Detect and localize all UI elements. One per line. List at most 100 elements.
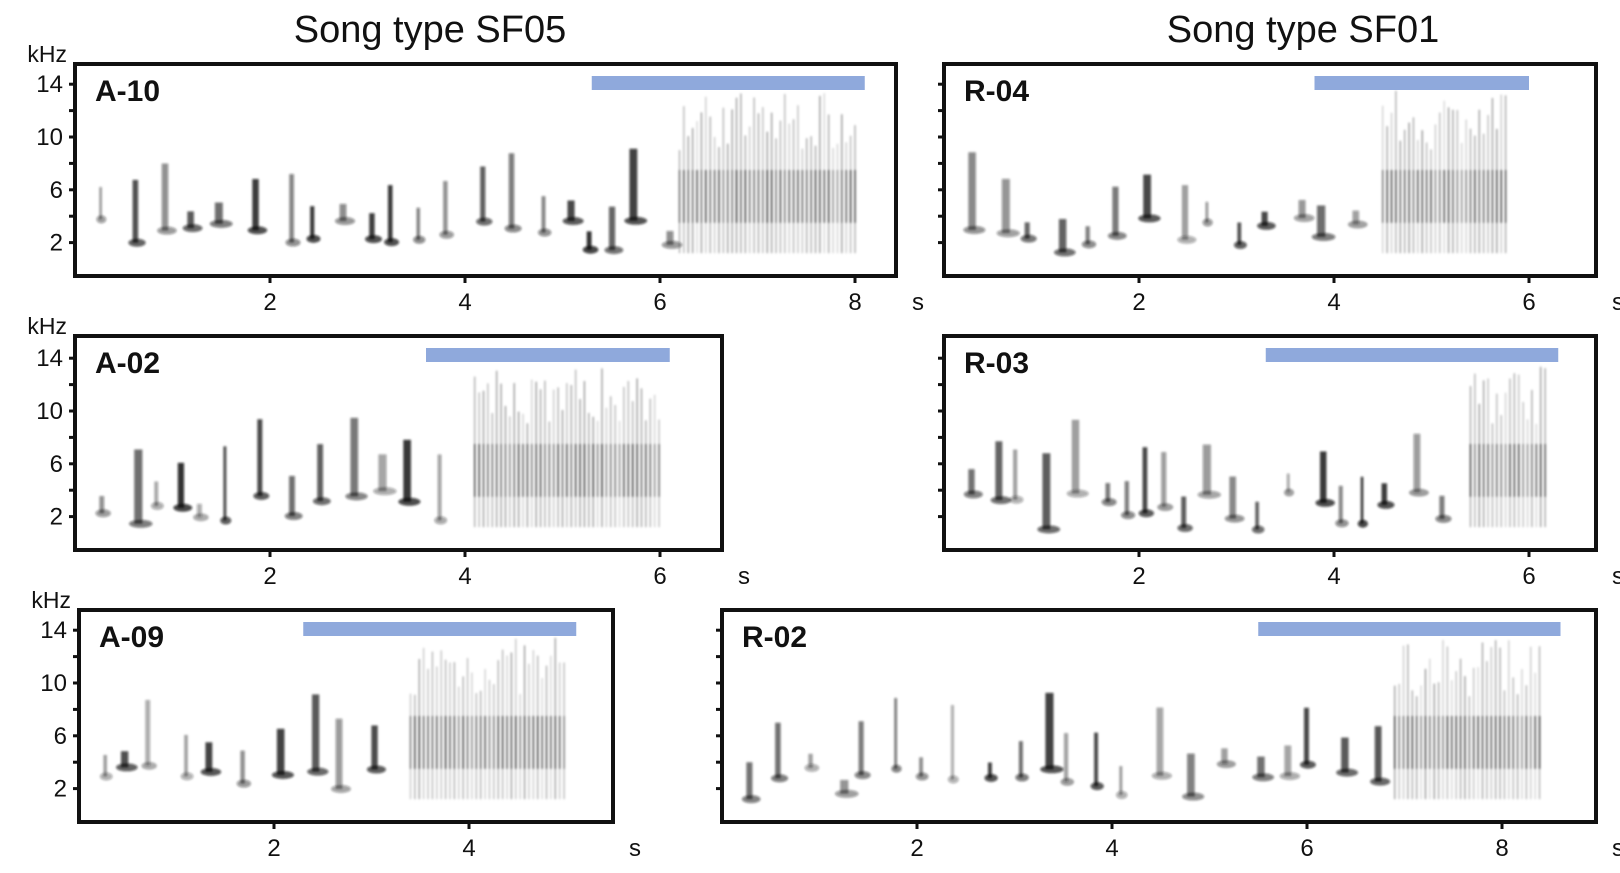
x-unit-label: s bbox=[738, 563, 750, 590]
note-mark bbox=[209, 219, 233, 228]
note-mark bbox=[252, 178, 259, 231]
trill-a-10 bbox=[678, 93, 856, 254]
note-mark bbox=[1112, 186, 1119, 236]
note-mark bbox=[345, 492, 368, 501]
note-mark bbox=[154, 481, 159, 506]
note-mark bbox=[247, 226, 268, 235]
trill-highlight-bar bbox=[303, 622, 577, 636]
note-mark bbox=[145, 700, 151, 766]
note-mark bbox=[413, 235, 426, 244]
note-mark bbox=[1138, 509, 1155, 518]
note-mark bbox=[1408, 488, 1429, 497]
note-mark bbox=[339, 203, 347, 222]
panel-a-10: A-10 kHz 14 10 6 2 2 4 6 8 s bbox=[27, 41, 924, 316]
note-mark bbox=[103, 754, 107, 777]
x-tick-label: 4 bbox=[458, 289, 471, 316]
note-mark bbox=[480, 166, 486, 222]
x-tick-label: 6 bbox=[653, 289, 666, 316]
note-mark bbox=[1352, 210, 1360, 225]
panel-label: R-03 bbox=[964, 347, 1029, 380]
panels-layer: A-10 kHz 14 10 6 2 2 4 6 8 s A-02 kHz 14 10 6 2 2 4 6 s A-09 k… bbox=[27, 41, 1620, 862]
y-tick-label: 10 bbox=[40, 670, 67, 697]
note-mark bbox=[508, 153, 515, 229]
y-tick-label: 10 bbox=[36, 398, 63, 425]
panel-a-09: A-09 kHz 14 10 6 2 2 4 s bbox=[31, 587, 641, 862]
note-mark bbox=[666, 231, 674, 245]
note-mark bbox=[840, 779, 849, 794]
panel-label: A-02 bbox=[95, 347, 160, 380]
note-mark bbox=[331, 784, 351, 793]
note-mark bbox=[604, 246, 624, 255]
note-mark bbox=[373, 487, 397, 496]
note-mark bbox=[741, 795, 761, 804]
x-tick-label: 2 bbox=[263, 289, 276, 316]
note-mark bbox=[384, 238, 400, 247]
note-mark bbox=[1001, 178, 1010, 234]
y-tick-label: 6 bbox=[50, 177, 63, 204]
note-mark bbox=[1018, 741, 1023, 778]
panel-label: A-09 bbox=[99, 621, 164, 654]
note-mark bbox=[1101, 498, 1117, 507]
note-mark bbox=[1381, 483, 1388, 505]
y-tick-label: 2 bbox=[50, 230, 63, 257]
trill-highlight-bar bbox=[591, 76, 865, 90]
note-mark bbox=[984, 773, 998, 782]
spectrogram-r-04 bbox=[963, 90, 1507, 257]
x-tick-label: 6 bbox=[653, 563, 666, 590]
note-mark bbox=[236, 779, 252, 788]
note-mark bbox=[1304, 707, 1309, 765]
note-mark bbox=[205, 742, 213, 772]
x-tick-label: 4 bbox=[1327, 563, 1340, 590]
note-mark bbox=[1157, 503, 1174, 512]
note-mark bbox=[1202, 444, 1211, 495]
note-mark bbox=[240, 750, 245, 784]
note-mark bbox=[1202, 218, 1213, 227]
note-mark bbox=[746, 762, 753, 800]
note-mark bbox=[1370, 777, 1391, 786]
panel-frame bbox=[942, 334, 1598, 552]
note-mark bbox=[416, 207, 420, 240]
note-mark bbox=[289, 475, 295, 517]
note-mark bbox=[1142, 447, 1148, 514]
note-mark bbox=[1107, 231, 1127, 240]
note-mark bbox=[1121, 511, 1136, 520]
trill-r-04 bbox=[1382, 90, 1507, 254]
note-mark bbox=[582, 245, 599, 254]
note-mark bbox=[150, 501, 164, 510]
note-mark bbox=[1161, 452, 1167, 508]
note-mark bbox=[334, 217, 356, 226]
note-mark bbox=[439, 230, 454, 239]
note-mark bbox=[834, 789, 859, 798]
note-mark bbox=[1374, 726, 1382, 782]
y-tick-label: 6 bbox=[50, 451, 63, 478]
trill-highlight-bar bbox=[1258, 622, 1561, 636]
note-mark bbox=[1435, 514, 1452, 523]
note-mark bbox=[1105, 483, 1111, 503]
note-mark bbox=[1009, 495, 1024, 504]
note-mark bbox=[804, 763, 820, 772]
note-mark bbox=[1020, 234, 1037, 243]
panel-label: R-04 bbox=[964, 75, 1029, 108]
spectrogram-a-02 bbox=[95, 368, 660, 528]
note-mark bbox=[1124, 481, 1129, 516]
note-mark bbox=[586, 231, 592, 250]
y-unit-label: kHz bbox=[27, 41, 67, 67]
panel-frame bbox=[73, 62, 898, 278]
note-mark bbox=[443, 181, 448, 235]
note-mark bbox=[947, 775, 959, 784]
note-mark bbox=[661, 240, 683, 249]
note-mark bbox=[99, 496, 105, 514]
note-mark bbox=[193, 513, 209, 522]
note-mark bbox=[182, 224, 203, 233]
note-mark bbox=[307, 767, 329, 776]
note-mark bbox=[1413, 433, 1421, 493]
y-tick-label: 10 bbox=[36, 124, 63, 151]
note-mark bbox=[629, 148, 638, 221]
note-mark bbox=[200, 767, 222, 776]
note-mark bbox=[808, 753, 813, 768]
note-mark bbox=[1181, 185, 1189, 240]
note-mark bbox=[1181, 496, 1187, 529]
note-mark bbox=[132, 179, 139, 243]
x-unit-label: s bbox=[1612, 289, 1620, 316]
note-mark bbox=[285, 238, 301, 247]
